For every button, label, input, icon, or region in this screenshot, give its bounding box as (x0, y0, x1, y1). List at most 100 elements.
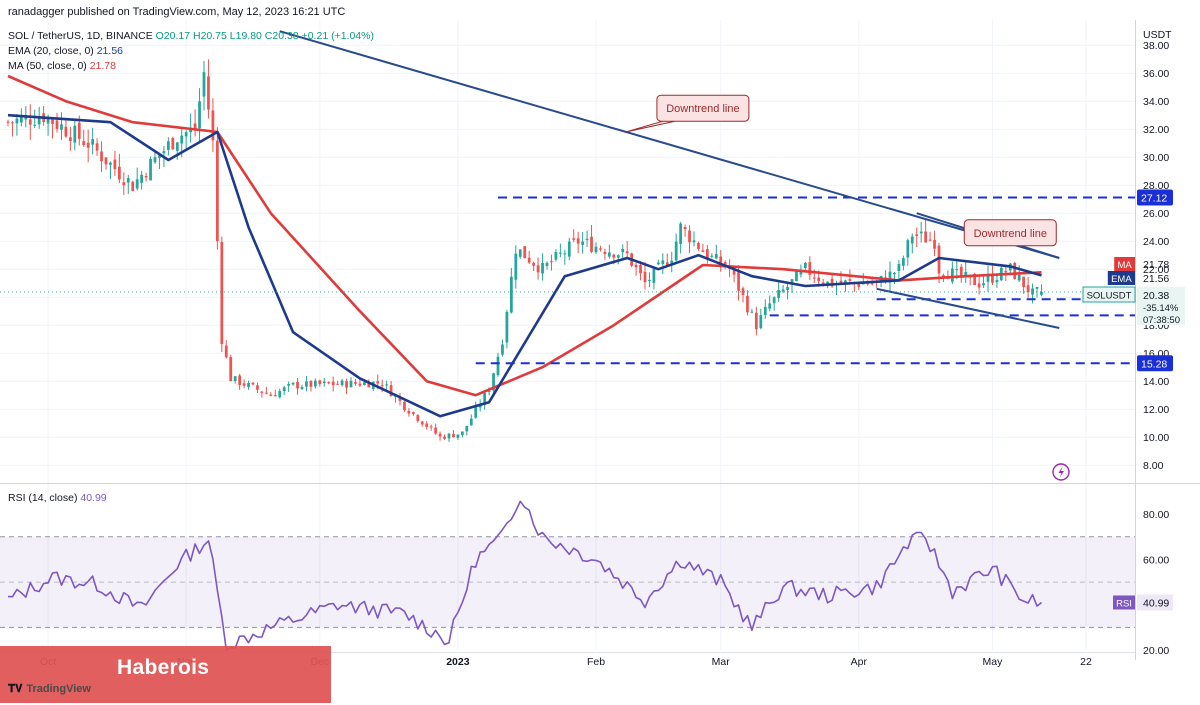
candle-body (732, 267, 736, 275)
haberois-banner (0, 646, 331, 703)
rsi-legend-label: RSI (14, close) (8, 492, 78, 504)
candle-body (322, 381, 326, 384)
candle-body (251, 382, 255, 385)
ema-tag-label-box (1107, 271, 1135, 285)
candle-body (407, 410, 411, 414)
candle-body (830, 278, 834, 287)
candle-body (746, 295, 749, 313)
candle-body (590, 236, 593, 252)
candle-body (452, 433, 455, 438)
time-tick-label: 2023 (446, 656, 470, 668)
candle-body (474, 407, 478, 418)
candle-body (581, 241, 585, 245)
ma-tag-label: MA (1117, 260, 1132, 271)
candle-body (1013, 262, 1017, 279)
price-tick-label: 22.00 (1143, 264, 1169, 276)
candle-body (64, 126, 68, 137)
candle-body (242, 383, 246, 386)
candle-body (68, 137, 72, 142)
candle-body (643, 271, 647, 283)
candle-body (171, 137, 175, 150)
candle-body (358, 383, 362, 386)
grid (0, 20, 1135, 650)
trendline (876, 287, 1060, 329)
candle-body (33, 124, 37, 126)
candle-body (599, 248, 602, 250)
trendline (279, 30, 1060, 259)
symbol-name: SOL / TetherUS, 1D, BINANCE (8, 30, 153, 42)
time-tick-label: May (983, 656, 1004, 668)
candle-body (211, 110, 215, 141)
candle-body (505, 312, 509, 343)
candle-body (759, 315, 763, 329)
candle-body (554, 251, 558, 260)
candle-body (964, 271, 968, 277)
candle-body (184, 132, 188, 137)
candle-body (607, 252, 611, 257)
candle-body (959, 266, 963, 277)
candle-body (839, 280, 843, 284)
candle-body (420, 421, 424, 425)
candle-body (443, 436, 446, 439)
candle-body (803, 262, 807, 269)
candle-body (576, 238, 580, 244)
candle-body (857, 283, 861, 287)
candle-body (612, 254, 616, 258)
candle-body (915, 234, 919, 236)
candle-body (296, 381, 299, 389)
rsi-legend: RSI (14, close) 40.99 (8, 492, 107, 504)
candle-body (336, 383, 340, 385)
candle-body (403, 401, 406, 411)
level-price-tag-text: 27.12 (1141, 193, 1167, 205)
level-price-tag (1137, 189, 1173, 206)
candle-body (220, 242, 224, 345)
price-tick-label: 12.00 (1143, 404, 1169, 416)
candle-body (888, 271, 892, 283)
candle-body (719, 256, 723, 265)
candle-body (345, 381, 348, 388)
candle-body (11, 122, 14, 124)
candle-body (260, 391, 264, 393)
candle-body (870, 283, 874, 285)
candle-body (77, 122, 81, 139)
candle-body (175, 142, 179, 151)
ohlc-values: O20.17 H20.75 L19.80 C20.38 +0.21 (+1.04… (155, 30, 374, 42)
price-tick-label: 8.00 (1143, 460, 1164, 472)
symbol-price-change: -35.14% (1143, 303, 1179, 314)
candle-body (509, 276, 513, 313)
candle-body (955, 268, 959, 270)
candle-body (447, 433, 451, 439)
candle-body (180, 135, 184, 144)
candle-body (389, 385, 393, 397)
candle-body (697, 242, 700, 249)
candle-body (674, 241, 678, 261)
candle-body (897, 264, 901, 271)
candle-body (198, 101, 201, 129)
candle-body (282, 387, 286, 392)
tradingview-logo-icon: 𝐓𝐕 (8, 683, 23, 695)
candle-body (893, 272, 896, 275)
candle-body (1017, 274, 1021, 281)
candle-body (812, 277, 816, 279)
candle-body (469, 418, 473, 426)
downtrend-callout: Downtrend line (624, 94, 750, 133)
candle-body (367, 382, 371, 388)
candle-body (701, 250, 705, 253)
candle-body (305, 381, 308, 387)
candle-body (318, 380, 322, 385)
candle-body (349, 380, 353, 388)
symbol-price-box (1137, 287, 1185, 325)
candle-body (737, 271, 740, 291)
candle-body (1004, 270, 1008, 273)
lightning-icon-bolt (1058, 466, 1064, 478)
quote-currency-label: USDT (1143, 29, 1172, 41)
candle-body (621, 248, 625, 253)
ma-legend-value: 21.78 (89, 60, 116, 72)
candle-body (82, 141, 86, 146)
candle-body (91, 139, 95, 145)
level-price-tag (1137, 355, 1173, 372)
candle-body (777, 290, 781, 298)
candle-body (795, 271, 798, 282)
candle-body (411, 412, 415, 414)
